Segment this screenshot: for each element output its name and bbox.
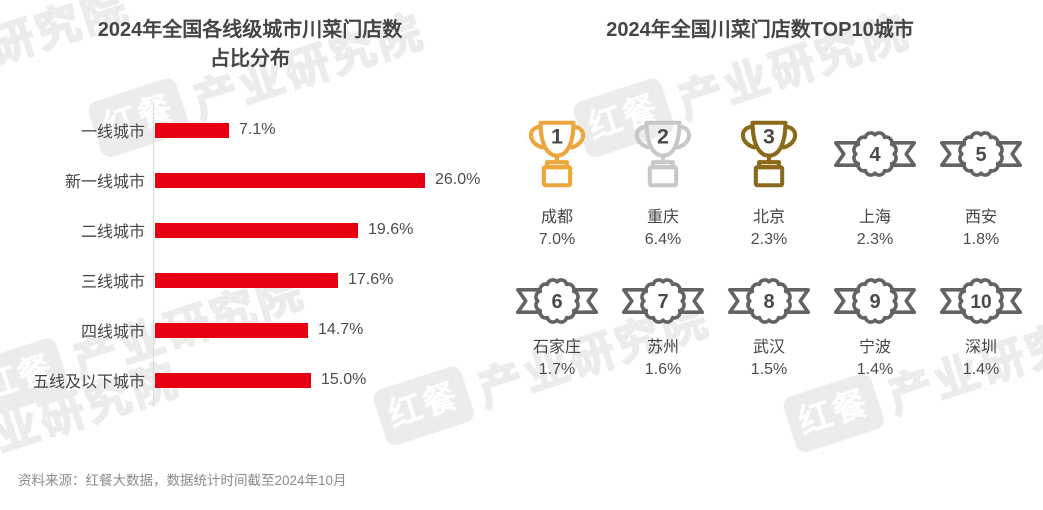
y-axis-line — [153, 104, 154, 406]
rank-city: 苏州 — [646, 339, 679, 356]
rosette-badge-icon: 9 — [834, 278, 916, 324]
bar — [155, 222, 358, 238]
rank-city: 成都 — [540, 209, 573, 226]
rosette-badge-icon: 8 — [728, 278, 810, 324]
right-chart-title: 2024年全国川菜门店数TOP10城市 — [606, 19, 914, 41]
top10-ranking: 1 成都 7.0% 2 — [504, 108, 1034, 380]
category-label: 三线城市 — [80, 274, 145, 291]
gold-trophy-icon: 1 — [528, 120, 586, 188]
svg-text:4: 4 — [869, 144, 881, 166]
category-label: 一线城市 — [80, 124, 145, 141]
bar-row: 二线城市 19.6% — [0, 205, 520, 255]
svg-text:5: 5 — [975, 144, 986, 166]
bar-row: 五线及以下城市 15.0% — [0, 355, 520, 405]
left-chart-title-line1: 2024年全国各线级城市川菜门店数 — [97, 19, 403, 41]
rosette-badge-icon: 4 — [834, 131, 916, 177]
rank-item: 2 重庆 6.4% — [610, 108, 716, 250]
rank-share: 1.7% — [538, 361, 576, 378]
bar-value-label: 7.1% — [239, 121, 276, 138]
rank-city: 石家庄 — [532, 339, 581, 356]
svg-text:8: 8 — [763, 291, 774, 313]
bar-value-label: 14.7% — [318, 321, 364, 338]
rosette-badge-icon: 7 — [622, 278, 704, 324]
rank-share: 7.0% — [538, 231, 576, 248]
rank-share: 1.4% — [856, 361, 894, 378]
rosette-badge-icon: 10 — [940, 278, 1022, 324]
rank-city: 深圳 — [964, 339, 997, 356]
rank-city: 宁波 — [858, 339, 891, 356]
left-chart-title-line2: 占比分布 — [210, 48, 290, 70]
bar — [155, 372, 311, 388]
svg-text:6: 6 — [551, 291, 562, 313]
bar-row: 一线城市 7.1% — [0, 105, 520, 155]
rosette-badge-icon: 6 — [516, 278, 598, 324]
bar-row: 三线城市 17.6% — [0, 255, 520, 305]
rank-item: 8 武汉 1.5% — [716, 272, 822, 380]
rank-item: 10 深圳 1.4% — [928, 272, 1034, 380]
category-label: 新一线城市 — [64, 174, 145, 191]
rank-city: 武汉 — [752, 339, 785, 356]
bar-row: 四线城市 14.7% — [0, 305, 520, 355]
rank-share: 1.8% — [962, 231, 1000, 248]
bar-value-label: 19.6% — [368, 221, 414, 238]
svg-text:3: 3 — [763, 124, 775, 148]
rank-share: 1.4% — [962, 361, 1000, 378]
rank-share: 1.5% — [750, 361, 788, 378]
rank-item: 3 北京 2.3% — [716, 108, 822, 250]
bar-row: 新一线城市 26.0% — [0, 155, 520, 205]
category-label: 四线城市 — [80, 324, 145, 341]
svg-text:2: 2 — [657, 124, 669, 148]
rank-item: 1 成都 7.0% — [504, 108, 610, 250]
category-label: 二线城市 — [80, 224, 145, 241]
source-note: 资料来源：红餐大数据，数据统计时间截至2024年10月 — [18, 473, 347, 488]
bar — [155, 322, 308, 338]
bar — [155, 122, 229, 138]
category-label: 五线及以下城市 — [32, 374, 145, 391]
rank-item: 9 宁波 1.4% — [822, 272, 928, 380]
rank-city: 重庆 — [646, 209, 679, 226]
svg-text:7: 7 — [657, 291, 668, 313]
bar — [155, 272, 338, 288]
bar-value-label: 26.0% — [435, 171, 481, 188]
rank-share: 6.4% — [644, 231, 682, 248]
rank-item: 6 石家庄 1.7% — [504, 272, 610, 380]
svg-text:9: 9 — [869, 291, 880, 313]
rank-item: 4 上海 2.3% — [822, 108, 928, 250]
silver-trophy-icon: 2 — [634, 120, 692, 188]
rank-item: 7 苏州 1.6% — [610, 272, 716, 380]
left-chart-title: 2024年全国各线级城市川菜门店数 占比分布 — [30, 16, 470, 74]
rank-city: 西安 — [964, 209, 997, 226]
rank-city: 北京 — [752, 209, 785, 226]
rank-share: 2.3% — [750, 231, 788, 248]
rank-city: 上海 — [858, 209, 891, 226]
rank-share: 1.6% — [644, 361, 682, 378]
svg-text:1: 1 — [551, 124, 563, 148]
bar-value-label: 15.0% — [321, 371, 367, 388]
bronze-trophy-icon: 3 — [740, 120, 798, 188]
bar — [155, 172, 425, 188]
svg-text:10: 10 — [970, 292, 991, 313]
rank-share: 2.3% — [856, 231, 894, 248]
bar-value-label: 17.6% — [348, 271, 394, 288]
bar-chart: 一线城市 7.1% 新一线城市 26.0% 二线城市 19.6% 三线城市 17… — [0, 105, 520, 405]
rank-item: 5 西安 1.8% — [928, 108, 1034, 250]
rosette-badge-icon: 5 — [940, 131, 1022, 177]
